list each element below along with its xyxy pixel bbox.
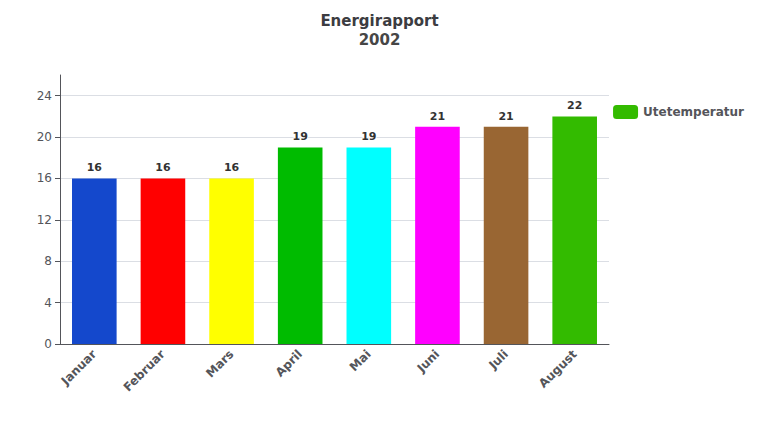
svg-text:12: 12 [37,213,52,227]
svg-text:16: 16 [87,161,103,174]
svg-text:8: 8 [44,254,52,268]
svg-text:24: 24 [37,89,52,103]
svg-text:19: 19 [361,130,376,143]
svg-text:21: 21 [498,110,513,123]
svg-text:16: 16 [155,161,171,174]
svg-text:4: 4 [44,296,52,310]
svg-text:Juni: Juni [414,347,443,376]
svg-text:Februar: Februar [121,347,168,394]
svg-text:2002: 2002 [359,31,401,49]
svg-text:August: August [536,347,580,391]
svg-text:19: 19 [293,130,308,143]
svg-text:Januar: Januar [58,347,100,389]
svg-text:20: 20 [37,130,52,144]
svg-text:Utetemperatur: Utetemperatur [643,105,744,119]
svg-text:Mai: Mai [347,347,374,374]
svg-text:April: April [273,347,306,380]
svg-text:0: 0 [44,337,52,351]
svg-text:Energirapport: Energirapport [320,12,438,30]
svg-text:Mars: Mars [203,347,236,380]
svg-text:16: 16 [37,171,52,185]
svg-text:21: 21 [430,110,445,123]
svg-text:16: 16 [224,161,240,174]
svg-text:Juli: Juli [485,347,511,373]
svg-text:22: 22 [567,99,582,112]
